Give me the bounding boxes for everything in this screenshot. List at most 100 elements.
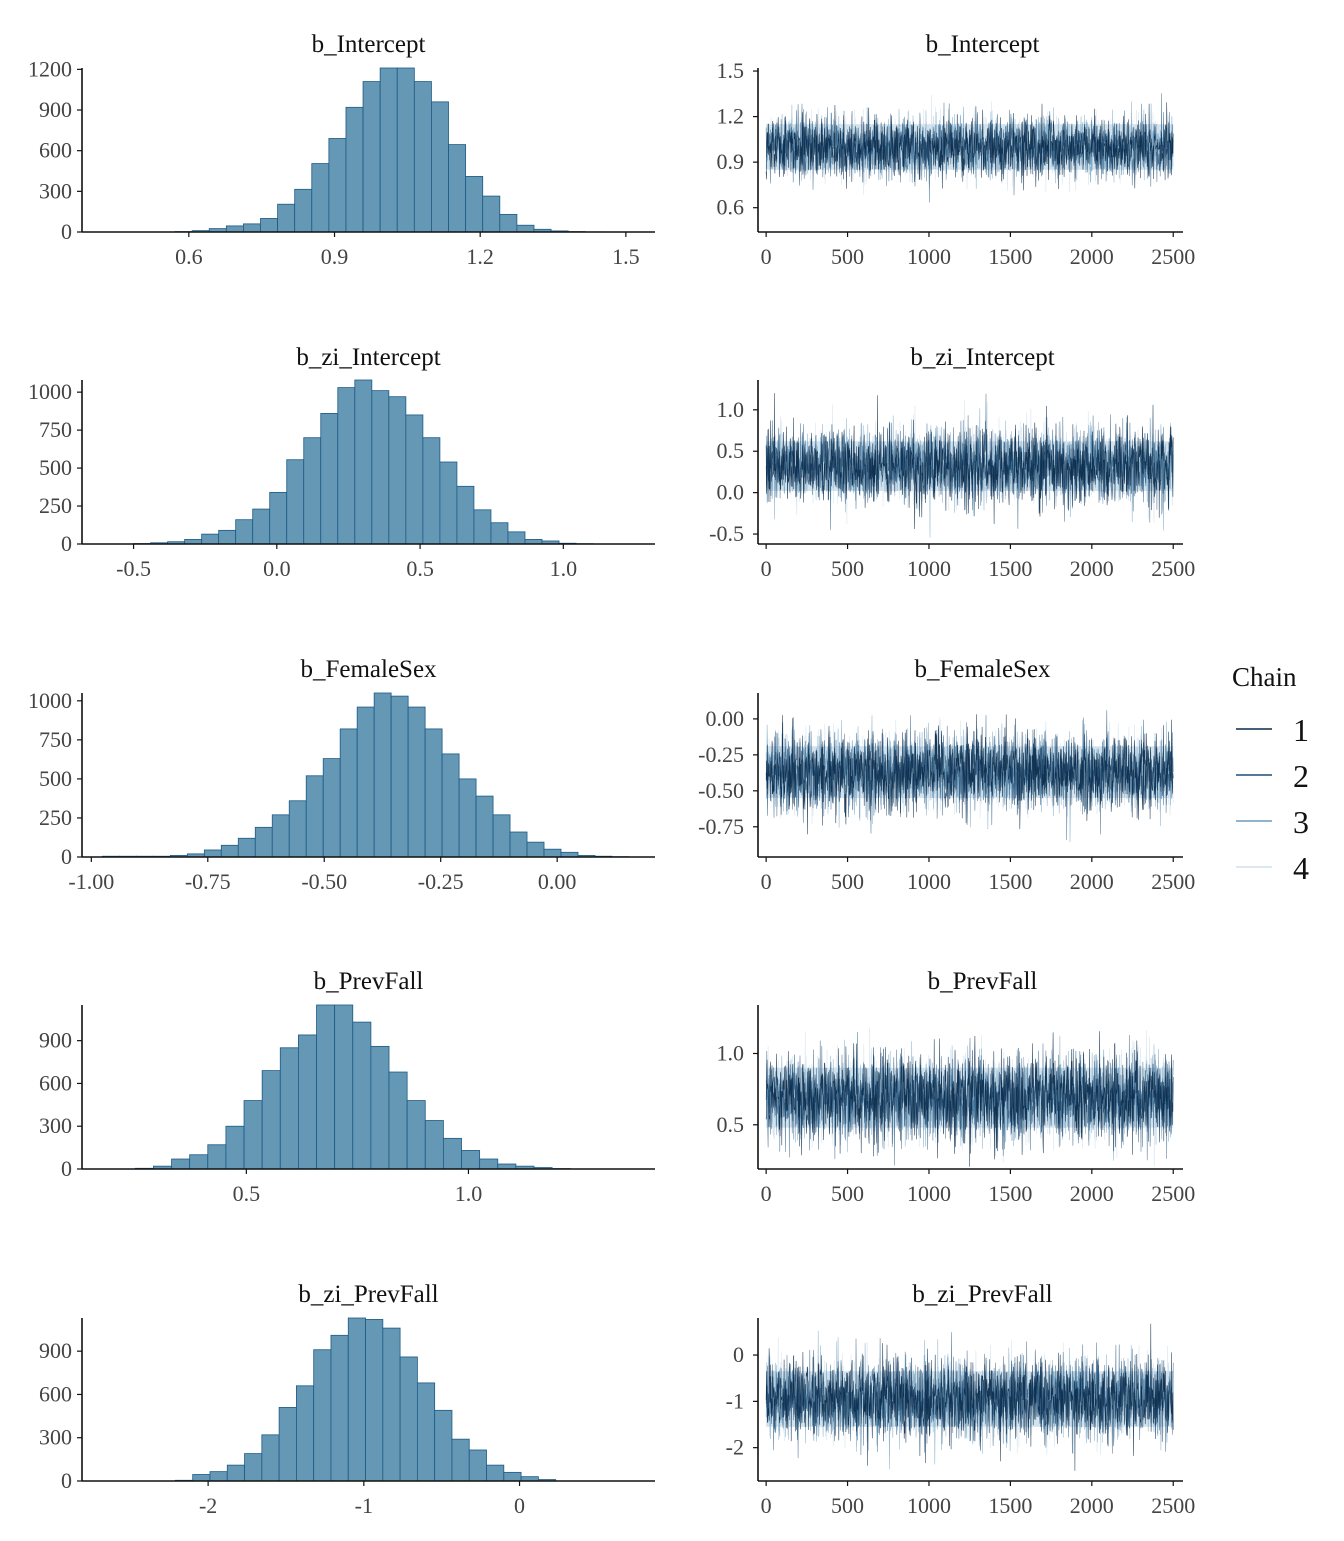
- histogram-bar: [423, 438, 440, 544]
- legend-label: 2: [1293, 758, 1309, 794]
- legend-title: Chain: [1232, 662, 1297, 692]
- x-tick-label: -0.75: [185, 869, 231, 894]
- trace-title: b_zi_Intercept: [910, 344, 1054, 371]
- y-tick-label: 0.5: [717, 1112, 745, 1137]
- y-tick-label: 0: [61, 844, 72, 869]
- histogram-bar: [380, 68, 397, 232]
- x-tick-label: 1000: [907, 244, 951, 269]
- y-tick-label: 0.9: [717, 149, 745, 174]
- histogram-bar: [449, 145, 466, 232]
- trace-title: b_Intercept: [926, 31, 1040, 58]
- x-tick-label: 2500: [1151, 244, 1195, 269]
- y-tick-label: -0.5: [709, 521, 744, 546]
- histogram-bar: [353, 1022, 371, 1169]
- histogram-title: b_FemaleSex: [300, 656, 437, 683]
- trace-title: b_PrevFall: [928, 968, 1038, 995]
- x-tick-label: 0: [761, 1493, 772, 1518]
- histogram-bar: [289, 801, 306, 857]
- histogram-bar: [459, 779, 476, 857]
- x-tick-label: 1000: [907, 556, 951, 581]
- histogram-bar: [391, 696, 408, 857]
- y-tick-label: 750: [39, 417, 72, 442]
- histogram-bar: [457, 486, 474, 544]
- x-tick-label: 0.9: [321, 244, 349, 269]
- y-tick-label: 500: [39, 455, 72, 480]
- x-tick-label: 500: [831, 556, 864, 581]
- x-tick-label: 1.0: [550, 556, 578, 581]
- y-tick-label: 1.0: [717, 1040, 745, 1065]
- histogram-bar: [493, 815, 510, 857]
- y-tick-label: 0: [61, 1156, 72, 1181]
- histogram-bar: [236, 520, 253, 544]
- histogram-bar: [504, 1472, 521, 1481]
- histogram-bar: [508, 532, 525, 544]
- histogram-bar: [210, 1472, 227, 1481]
- y-tick-label: -0.50: [698, 778, 744, 803]
- histogram-bar: [243, 224, 260, 232]
- histogram-bar: [321, 413, 338, 544]
- histogram-bar: [296, 1386, 313, 1481]
- histogram-bar: [400, 1357, 417, 1481]
- histogram-bar: [226, 226, 243, 232]
- histogram-bar: [323, 759, 340, 857]
- histogram-bar: [227, 1465, 244, 1481]
- x-tick-label: -0.50: [301, 869, 347, 894]
- histogram-title: b_zi_PrevFall: [298, 1281, 438, 1308]
- y-tick-label: 600: [39, 1381, 72, 1406]
- histogram-bar: [480, 1159, 498, 1169]
- y-tick-label: 900: [39, 1028, 72, 1053]
- x-tick-label: 0: [761, 869, 772, 894]
- histogram-bar: [306, 776, 323, 857]
- histogram-bar: [312, 164, 329, 232]
- histogram-bar: [295, 189, 312, 232]
- x-tick-label: 0: [761, 1181, 772, 1206]
- x-tick-label: 0: [761, 556, 772, 581]
- x-tick-label: 0: [514, 1493, 525, 1518]
- legend-label: 4: [1293, 850, 1309, 886]
- x-tick-label: 1000: [907, 869, 951, 894]
- histogram-bar: [172, 1159, 190, 1169]
- x-tick-label: -2: [199, 1493, 217, 1518]
- x-tick-label: 0.0: [263, 556, 291, 581]
- histogram-bar: [491, 523, 508, 544]
- histogram-bar: [208, 1145, 226, 1169]
- histogram-bar: [544, 849, 561, 857]
- x-tick-label: 2000: [1070, 1493, 1114, 1518]
- histogram-bar: [244, 1101, 262, 1169]
- histogram-bar: [425, 1121, 443, 1169]
- y-tick-label: -0.25: [698, 742, 744, 767]
- histogram-bar: [335, 1005, 353, 1169]
- histogram-bar: [298, 1035, 316, 1169]
- x-tick-label: 2500: [1151, 869, 1195, 894]
- x-tick-label: -0.5: [116, 556, 151, 581]
- histogram-bar: [238, 838, 255, 857]
- histogram-bar: [355, 380, 372, 544]
- x-tick-label: 2500: [1151, 1181, 1195, 1206]
- histogram-bar: [407, 1101, 425, 1169]
- histogram-bar: [202, 534, 219, 544]
- histogram-bar: [527, 842, 544, 857]
- y-tick-label: -1: [726, 1388, 744, 1413]
- histogram-bar: [317, 1005, 335, 1169]
- histogram-bar: [340, 729, 357, 857]
- x-tick-label: 1500: [988, 556, 1032, 581]
- x-tick-label: 2000: [1070, 244, 1114, 269]
- y-tick-label: 750: [39, 727, 72, 752]
- histogram-bar: [476, 796, 493, 857]
- histogram-bar: [510, 832, 527, 857]
- histogram-bar: [287, 460, 304, 544]
- histogram-bar: [338, 388, 355, 544]
- histogram-bar: [374, 693, 391, 857]
- x-tick-label: 500: [831, 1493, 864, 1518]
- y-tick-label: 1000: [28, 379, 72, 404]
- histogram-bar: [193, 1475, 210, 1481]
- x-tick-label: 1.5: [612, 244, 640, 269]
- histogram-bar: [408, 707, 425, 857]
- x-tick-label: 500: [831, 869, 864, 894]
- y-tick-label: 1.5: [717, 58, 745, 83]
- x-tick-label: 0.5: [233, 1181, 261, 1206]
